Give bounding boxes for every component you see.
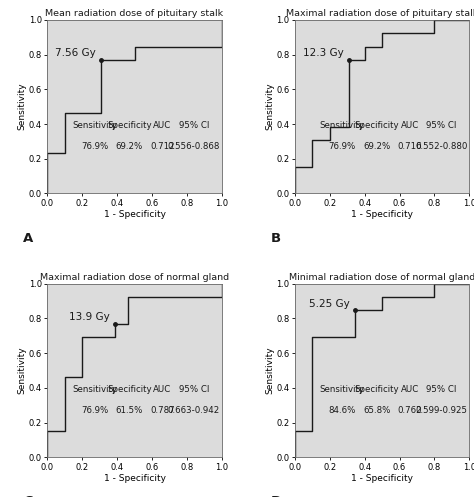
Text: 0.599-0.925: 0.599-0.925 <box>415 406 467 414</box>
Title: Maximal radiation dose of normal gland: Maximal radiation dose of normal gland <box>40 272 229 281</box>
Y-axis label: Sensitivity: Sensitivity <box>265 346 274 394</box>
Text: 0.663-0.942: 0.663-0.942 <box>168 406 220 414</box>
Text: Sensitivity: Sensitivity <box>319 121 365 130</box>
Text: B: B <box>271 232 281 245</box>
Y-axis label: Sensitivity: Sensitivity <box>265 83 274 131</box>
Text: 0.556-0.868: 0.556-0.868 <box>168 142 220 151</box>
Title: Mean radiation dose of pituitary stalk: Mean radiation dose of pituitary stalk <box>46 9 224 18</box>
Text: 0.762: 0.762 <box>398 406 422 414</box>
X-axis label: 1 - Specificity: 1 - Specificity <box>351 210 413 219</box>
Title: Minimal radiation dose of normal gland: Minimal radiation dose of normal gland <box>289 272 474 281</box>
Text: 65.8%: 65.8% <box>363 406 391 414</box>
Text: 5.25 Gy: 5.25 Gy <box>309 299 350 309</box>
Text: 95% CI: 95% CI <box>179 385 209 394</box>
Text: AUC: AUC <box>401 121 419 130</box>
Text: 12.3 Gy: 12.3 Gy <box>303 48 343 58</box>
Text: 69.2%: 69.2% <box>116 142 143 151</box>
X-axis label: 1 - Specificity: 1 - Specificity <box>103 210 165 219</box>
Text: 84.6%: 84.6% <box>328 406 356 414</box>
Text: 76.9%: 76.9% <box>81 406 108 414</box>
Text: 0.787: 0.787 <box>150 406 175 414</box>
Text: AUC: AUC <box>401 385 419 394</box>
Text: 61.5%: 61.5% <box>116 406 143 414</box>
Text: Sensitivity: Sensitivity <box>72 121 117 130</box>
Text: 7.56 Gy: 7.56 Gy <box>55 48 96 58</box>
Text: Specificity: Specificity <box>107 121 152 130</box>
Text: 0.716: 0.716 <box>398 142 422 151</box>
Text: Specificity: Specificity <box>355 385 399 394</box>
Text: AUC: AUC <box>153 385 172 394</box>
Text: 95% CI: 95% CI <box>179 121 209 130</box>
Text: 0.552-0.880: 0.552-0.880 <box>415 142 467 151</box>
Text: Sensitivity: Sensitivity <box>319 385 365 394</box>
Text: 95% CI: 95% CI <box>426 385 456 394</box>
X-axis label: 1 - Specificity: 1 - Specificity <box>103 474 165 483</box>
Y-axis label: Sensitivity: Sensitivity <box>18 83 27 131</box>
Text: A: A <box>23 232 33 245</box>
Text: 95% CI: 95% CI <box>426 121 456 130</box>
Text: Sensitivity: Sensitivity <box>72 385 117 394</box>
Text: 13.9 Gy: 13.9 Gy <box>69 312 109 322</box>
Text: 69.2%: 69.2% <box>363 142 391 151</box>
Text: AUC: AUC <box>153 121 172 130</box>
Y-axis label: Sensitivity: Sensitivity <box>18 346 27 394</box>
Text: C: C <box>23 496 33 497</box>
Text: 0.712: 0.712 <box>150 142 175 151</box>
Title: Maximal radiation dose of pituitary stalk: Maximal radiation dose of pituitary stal… <box>286 9 474 18</box>
Text: 76.9%: 76.9% <box>81 142 108 151</box>
X-axis label: 1 - Specificity: 1 - Specificity <box>351 474 413 483</box>
Text: 76.9%: 76.9% <box>328 142 356 151</box>
Text: D: D <box>271 496 282 497</box>
Text: Specificity: Specificity <box>107 385 152 394</box>
Text: Specificity: Specificity <box>355 121 399 130</box>
